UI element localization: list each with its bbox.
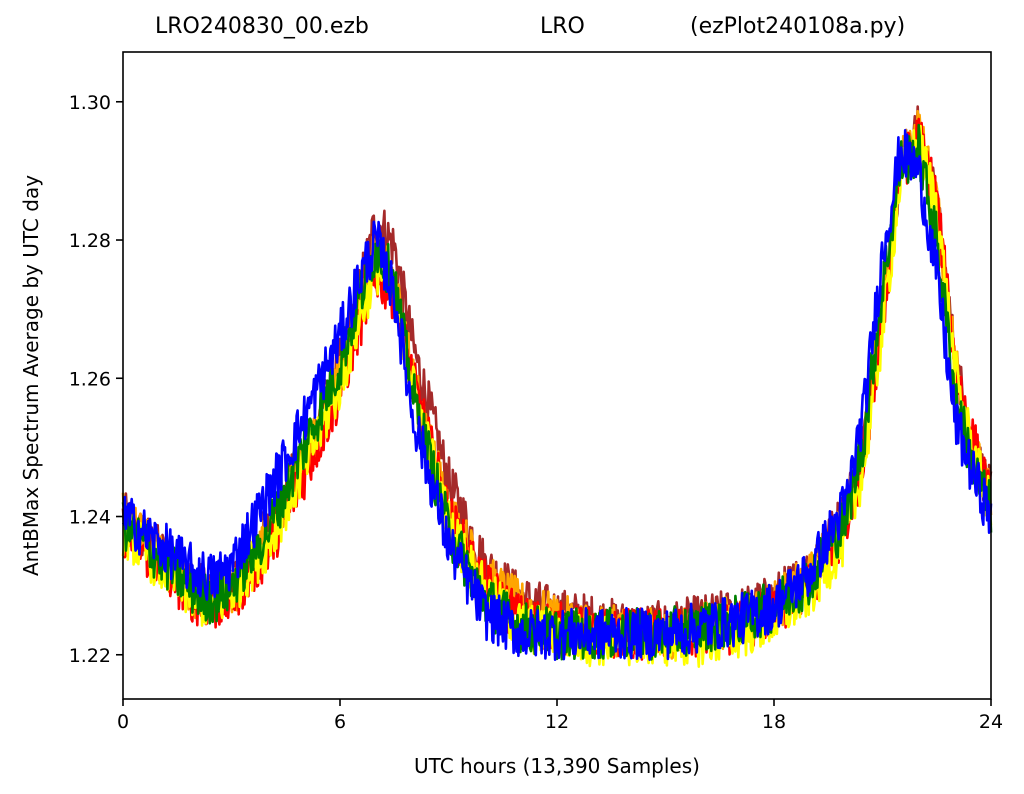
chart-title-script: (ezPlot240108a.py) <box>690 14 906 39</box>
x-tick-label: 24 <box>979 711 1003 733</box>
chart-title-filename: LRO240830_00.ezb <box>155 14 369 39</box>
x-axis-label: UTC hours (13,390 Samples) <box>414 754 700 778</box>
chart-title-station: LRO <box>540 14 585 39</box>
y-tick-label: 1.26 <box>69 368 111 390</box>
x-tick-label: 0 <box>117 711 129 733</box>
x-tick-label: 6 <box>334 711 346 733</box>
series-line-4 <box>121 124 993 668</box>
y-axis-label: AntBMax Spectrum Average by UTC day <box>19 175 43 576</box>
x-tick-label: 12 <box>545 711 569 733</box>
y-tick-label: 1.24 <box>69 507 111 529</box>
y-tick-label: 1.30 <box>69 92 111 114</box>
series-layer <box>121 105 993 668</box>
y-axis: 1.22 1.24 1.26 1.28 1.30 <box>69 92 123 667</box>
y-tick-label: 1.22 <box>69 645 111 667</box>
x-tick-label: 18 <box>762 711 786 733</box>
series-line-6 <box>121 129 993 661</box>
y-tick-label: 1.28 <box>69 230 111 252</box>
x-axis: 0 6 12 18 24 <box>117 699 1003 733</box>
